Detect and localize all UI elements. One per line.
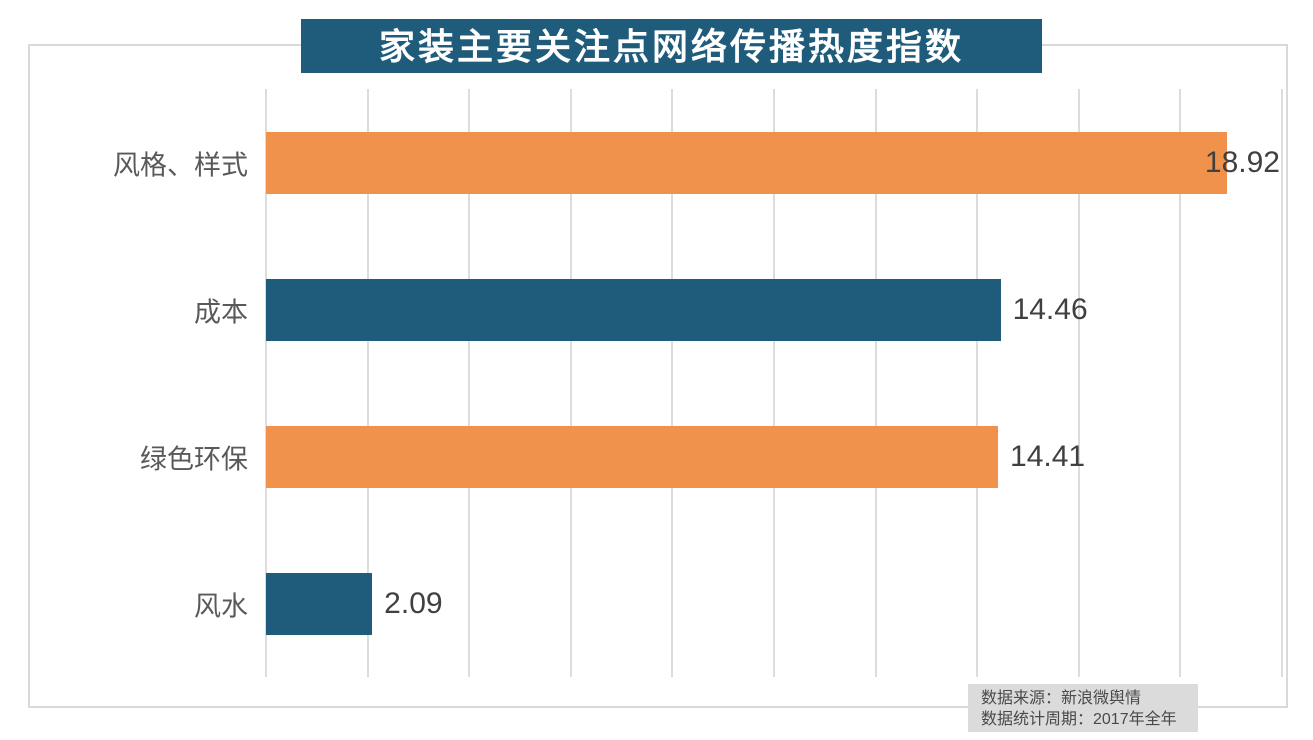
bar <box>266 425 999 488</box>
category-label: 风水 <box>194 591 248 621</box>
gridline <box>976 89 979 677</box>
category-label: 绿色环保 <box>140 444 248 474</box>
plot-area: 18.92 14.46 14.41 2.09 <box>265 89 1283 677</box>
category-label: 成本 <box>194 297 248 327</box>
value-label: 18.92 <box>1204 145 1280 179</box>
gridline <box>265 89 267 677</box>
source-note: 数据来源：新浪微舆情 数据统计周期：2017年全年 <box>968 684 1198 732</box>
chart-title-banner: 家装主要关注点网络传播热度指数 <box>301 19 1042 73</box>
gridline <box>874 89 877 677</box>
gridline <box>366 89 369 677</box>
gridline <box>569 89 572 677</box>
bar <box>266 278 1001 341</box>
gridline <box>1179 89 1182 677</box>
bar <box>266 131 1228 194</box>
value-label: 14.41 <box>1010 439 1086 473</box>
gridline <box>468 89 471 677</box>
bar <box>266 572 373 635</box>
gridline <box>671 89 674 677</box>
category-label: 风格、样式 <box>113 150 248 180</box>
source-line: 数据统计周期：2017年全年 <box>981 711 1177 728</box>
gridline <box>773 89 775 677</box>
gridline <box>1077 89 1080 677</box>
source-line: 数据来源：新浪微舆情 <box>981 690 1142 707</box>
value-label: 2.09 <box>384 586 443 620</box>
gridline <box>1281 89 1283 677</box>
value-label: 14.46 <box>1012 292 1088 326</box>
chart-title: 家装主要关注点网络传播热度指数 <box>378 26 964 67</box>
